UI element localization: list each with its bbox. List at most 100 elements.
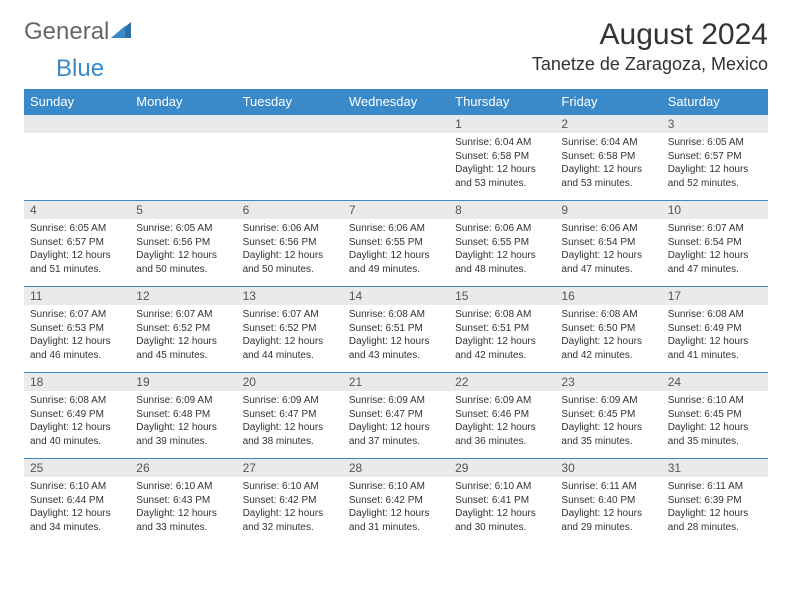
day-line-ss: Sunset: 6:41 PM [455, 494, 549, 508]
day-line-d1: Daylight: 12 hours [136, 335, 230, 349]
day-line-d1: Daylight: 12 hours [455, 163, 549, 177]
day-line-sr: Sunrise: 6:09 AM [136, 394, 230, 408]
day-line-d1: Daylight: 12 hours [243, 507, 337, 521]
day-details: Sunrise: 6:08 AMSunset: 6:49 PMDaylight:… [662, 305, 768, 366]
day-line-d2: and 37 minutes. [349, 435, 443, 449]
day-line-ss: Sunset: 6:46 PM [455, 408, 549, 422]
day-details: Sunrise: 6:05 AMSunset: 6:57 PMDaylight:… [662, 133, 768, 194]
day-line-sr: Sunrise: 6:08 AM [455, 308, 549, 322]
day-line-sr: Sunrise: 6:09 AM [243, 394, 337, 408]
day-line-sr: Sunrise: 6:09 AM [349, 394, 443, 408]
day-details: Sunrise: 6:10 AMSunset: 6:44 PMDaylight:… [24, 477, 130, 538]
day-details: Sunrise: 6:09 AMSunset: 6:47 PMDaylight:… [237, 391, 343, 452]
day-line-sr: Sunrise: 6:06 AM [349, 222, 443, 236]
day-line-d2: and 53 minutes. [561, 177, 655, 191]
calendar-day-cell: 1Sunrise: 6:04 AMSunset: 6:58 PMDaylight… [449, 115, 555, 201]
day-number [237, 115, 343, 133]
day-line-d1: Daylight: 12 hours [455, 335, 549, 349]
day-line-sr: Sunrise: 6:07 AM [30, 308, 124, 322]
day-line-sr: Sunrise: 6:09 AM [455, 394, 549, 408]
day-details: Sunrise: 6:07 AMSunset: 6:54 PMDaylight:… [662, 219, 768, 280]
day-line-ss: Sunset: 6:45 PM [561, 408, 655, 422]
calendar-day-cell: 30Sunrise: 6:11 AMSunset: 6:40 PMDayligh… [555, 459, 661, 545]
calendar-day-cell: 27Sunrise: 6:10 AMSunset: 6:42 PMDayligh… [237, 459, 343, 545]
day-line-ss: Sunset: 6:52 PM [243, 322, 337, 336]
day-line-d2: and 32 minutes. [243, 521, 337, 535]
day-line-sr: Sunrise: 6:10 AM [30, 480, 124, 494]
day-line-ss: Sunset: 6:47 PM [349, 408, 443, 422]
calendar-day-cell: 4Sunrise: 6:05 AMSunset: 6:57 PMDaylight… [24, 201, 130, 287]
day-details: Sunrise: 6:05 AMSunset: 6:57 PMDaylight:… [24, 219, 130, 280]
day-line-d2: and 53 minutes. [455, 177, 549, 191]
calendar-day-cell [343, 115, 449, 201]
day-line-sr: Sunrise: 6:08 AM [30, 394, 124, 408]
day-number: 20 [237, 373, 343, 391]
weekday-header: Saturday [662, 89, 768, 115]
day-number: 4 [24, 201, 130, 219]
day-line-d2: and 47 minutes. [561, 263, 655, 277]
day-line-d1: Daylight: 12 hours [561, 163, 655, 177]
day-line-d2: and 52 minutes. [668, 177, 762, 191]
day-number: 7 [343, 201, 449, 219]
weekday-header: Monday [130, 89, 236, 115]
day-line-d1: Daylight: 12 hours [349, 421, 443, 435]
day-details: Sunrise: 6:09 AMSunset: 6:47 PMDaylight:… [343, 391, 449, 452]
day-number: 12 [130, 287, 236, 305]
day-number: 29 [449, 459, 555, 477]
day-number: 17 [662, 287, 768, 305]
day-line-d1: Daylight: 12 hours [136, 249, 230, 263]
calendar-page: General August 2024 Tanetze de Zaragoza,… [0, 0, 792, 562]
day-number [130, 115, 236, 133]
day-details [24, 133, 130, 140]
calendar-day-cell: 10Sunrise: 6:07 AMSunset: 6:54 PMDayligh… [662, 201, 768, 287]
day-details: Sunrise: 6:08 AMSunset: 6:51 PMDaylight:… [343, 305, 449, 366]
day-line-d2: and 41 minutes. [668, 349, 762, 363]
day-line-ss: Sunset: 6:55 PM [455, 236, 549, 250]
day-details: Sunrise: 6:09 AMSunset: 6:46 PMDaylight:… [449, 391, 555, 452]
calendar-day-cell: 3Sunrise: 6:05 AMSunset: 6:57 PMDaylight… [662, 115, 768, 201]
day-line-ss: Sunset: 6:47 PM [243, 408, 337, 422]
day-line-ss: Sunset: 6:50 PM [561, 322, 655, 336]
weekday-header: Wednesday [343, 89, 449, 115]
day-line-d2: and 29 minutes. [561, 521, 655, 535]
day-line-ss: Sunset: 6:49 PM [668, 322, 762, 336]
calendar-day-cell: 7Sunrise: 6:06 AMSunset: 6:55 PMDaylight… [343, 201, 449, 287]
calendar-day-cell: 26Sunrise: 6:10 AMSunset: 6:43 PMDayligh… [130, 459, 236, 545]
day-line-d1: Daylight: 12 hours [136, 507, 230, 521]
day-line-sr: Sunrise: 6:05 AM [668, 136, 762, 150]
day-line-ss: Sunset: 6:57 PM [668, 150, 762, 164]
day-number: 28 [343, 459, 449, 477]
day-details: Sunrise: 6:10 AMSunset: 6:43 PMDaylight:… [130, 477, 236, 538]
day-line-d2: and 45 minutes. [136, 349, 230, 363]
day-line-sr: Sunrise: 6:07 AM [668, 222, 762, 236]
day-number: 26 [130, 459, 236, 477]
calendar-day-cell: 5Sunrise: 6:05 AMSunset: 6:56 PMDaylight… [130, 201, 236, 287]
weekday-header: Tuesday [237, 89, 343, 115]
day-line-ss: Sunset: 6:39 PM [668, 494, 762, 508]
day-line-ss: Sunset: 6:42 PM [243, 494, 337, 508]
day-line-sr: Sunrise: 6:08 AM [561, 308, 655, 322]
day-number: 21 [343, 373, 449, 391]
day-line-d1: Daylight: 12 hours [455, 249, 549, 263]
day-line-d1: Daylight: 12 hours [30, 249, 124, 263]
day-line-d2: and 28 minutes. [668, 521, 762, 535]
day-details: Sunrise: 6:10 AMSunset: 6:42 PMDaylight:… [343, 477, 449, 538]
day-line-sr: Sunrise: 6:09 AM [561, 394, 655, 408]
day-line-d1: Daylight: 12 hours [561, 507, 655, 521]
day-number: 10 [662, 201, 768, 219]
day-line-d2: and 44 minutes. [243, 349, 337, 363]
day-line-d1: Daylight: 12 hours [349, 335, 443, 349]
day-line-ss: Sunset: 6:56 PM [136, 236, 230, 250]
calendar-day-cell: 15Sunrise: 6:08 AMSunset: 6:51 PMDayligh… [449, 287, 555, 373]
day-details: Sunrise: 6:07 AMSunset: 6:53 PMDaylight:… [24, 305, 130, 366]
calendar-week-row: 4Sunrise: 6:05 AMSunset: 6:57 PMDaylight… [24, 201, 768, 287]
day-line-d2: and 34 minutes. [30, 521, 124, 535]
day-line-sr: Sunrise: 6:11 AM [668, 480, 762, 494]
day-number: 15 [449, 287, 555, 305]
day-details: Sunrise: 6:08 AMSunset: 6:51 PMDaylight:… [449, 305, 555, 366]
day-number: 1 [449, 115, 555, 133]
day-details: Sunrise: 6:07 AMSunset: 6:52 PMDaylight:… [237, 305, 343, 366]
day-line-d1: Daylight: 12 hours [561, 421, 655, 435]
day-details: Sunrise: 6:06 AMSunset: 6:54 PMDaylight:… [555, 219, 661, 280]
calendar-day-cell: 18Sunrise: 6:08 AMSunset: 6:49 PMDayligh… [24, 373, 130, 459]
